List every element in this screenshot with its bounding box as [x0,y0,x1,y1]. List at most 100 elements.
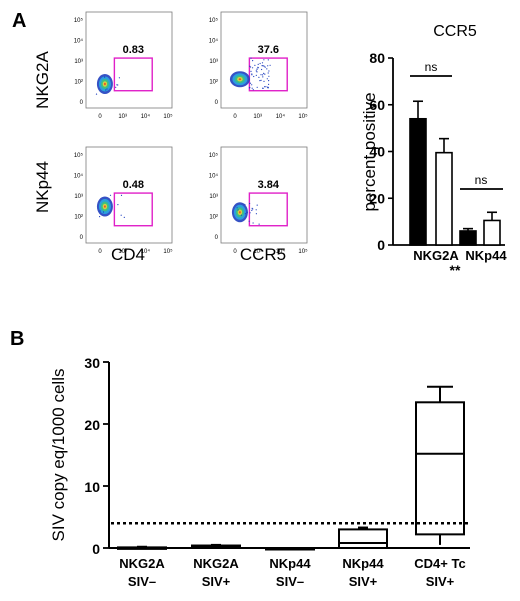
flow-event-dot [250,66,252,68]
flow-event-dot [236,207,238,209]
flow-event-dot [262,76,264,78]
box-chart-ylabel: SIV copy eq/1000 cells [49,369,68,542]
flow-event-dot [244,204,246,206]
flow-plot-frame [85,146,173,244]
flow-x-tick-label: 10⁴ [141,113,151,120]
flow-event-dot [260,79,262,81]
flow-y-tick-label: 10⁴ [209,38,219,45]
flow-x-tick-label: 0 [233,114,237,120]
flow-event-dot [268,83,270,85]
flow-y-tick-label: 10³ [74,59,83,65]
flow-event-dot [266,68,268,70]
box-category-label-line2: SIV+ [349,574,378,589]
flow-event-dot [263,65,265,67]
flow-plot-frame [220,146,308,244]
flow-event-dot [109,194,112,196]
flow-event-dot [267,72,269,74]
flow-y-tick-label: 10⁵ [209,152,219,159]
bar-chart-ylabel: percent positive [360,92,379,211]
flow-y-tick-label: 0 [80,235,84,241]
flow-event-dot [255,74,257,76]
flow-x-tick-label: 10⁴ [276,248,286,255]
box-category-label-line1: NKp44 [269,556,311,571]
box-category-label-line1: NKG2A [119,556,165,571]
flow-y-tick-label: 10² [74,215,83,221]
flow-event-dot [252,208,254,210]
flow-gate-percentage: 3.84 [258,179,280,191]
box-category-label-line1: CD4+ Tc [414,556,465,571]
flow-event-dot [267,59,269,61]
flow-x-tick-label: 10³ [118,249,127,255]
panel-b-letter: B [10,328,24,350]
bar-chart-title: CCR5 [433,23,477,40]
flow-x-tick-label: 10³ [253,249,262,255]
flow-event-dot [105,89,107,91]
flow-event-dot [256,204,258,206]
flow-y-tick-label: 10³ [209,194,218,200]
flow-event-dot [255,70,257,72]
flow-event-dot [246,211,248,213]
flow-event-dot [248,220,250,222]
bar [483,219,501,246]
flow-event-dot [253,75,255,78]
flow-plot-0-1: 10⁵ 10⁴ 10³ 10² 0 0 10³ 10⁴ 10⁵ 37.6 [209,11,308,120]
flow-event-dot [256,71,258,73]
flow-event-dot [258,76,260,78]
flow-event-dot [266,78,268,80]
flow-gate-percentage: 37.6 [258,44,279,56]
box-y-tick-label: 0 [92,541,100,557]
flow-event-dot [237,209,239,211]
flow-density-layer [238,78,242,81]
box-category-label-line2: SIV+ [202,574,231,589]
flow-event-dot [255,213,257,215]
flow-event-dot [249,86,251,89]
bar-y-tick-label: 20 [369,190,385,206]
flow-event-dot [118,77,120,79]
flow-event-dot [268,70,270,72]
flow-x-tick-label: 0 [233,249,237,255]
flow-event-dot [263,72,265,74]
flow-event-dot [251,84,253,86]
flow-x-tick-label: 10⁵ [298,248,308,255]
flow-event-dot [269,64,271,66]
flow-event-dot [102,211,105,213]
flow-x-tick-label: 0 [98,114,102,120]
flow-event-dot [251,87,253,89]
box-iqr [338,528,388,550]
flow-plot-0-0: 10⁵ 10⁴ 10³ 10² 0 0 10³ 10⁴ 10⁵ 0.83 [74,11,173,120]
flow-event-dot [264,86,266,88]
flow-gate [113,57,153,92]
flow-event-dot [250,57,252,59]
flow-y-tick-label: 10⁵ [74,152,84,159]
flow-col-label-ccr5: CCR5 [240,245,286,264]
flow-event-dot [268,75,270,77]
flow-event-dot [123,216,125,218]
bar [435,151,453,246]
box-y-tick-label: 20 [84,417,100,433]
flow-event-dot [249,82,252,84]
flow-y-tick-label: 10² [209,80,218,86]
flow-event-dot [117,84,119,86]
flow-event-dot [256,68,258,70]
box-group-1: NKG2A SIV+ [191,543,241,589]
box-category-label-line1: NKp44 [342,556,384,571]
flow-gate [248,57,288,92]
flow-y-tick-label: 10⁴ [74,173,84,180]
flow-event-dot [268,80,270,82]
flow-y-tick-label: 10⁵ [74,17,84,24]
flow-event-dot [263,59,265,61]
flow-event-dot [259,80,261,82]
flow-y-tick-label: 0 [215,100,219,106]
flow-density-layer [103,205,106,208]
flow-density-layer [103,82,106,86]
bar-category-label: NKp44 [465,248,507,263]
flow-y-tick-label: 10³ [74,194,83,200]
box-category-label-line2: SIV– [276,574,304,589]
flow-gate [113,192,153,227]
flow-y-tick-label: 0 [80,100,84,106]
box-category-label-line2: SIV+ [426,574,455,589]
flow-event-dot [267,65,269,67]
flow-event-dot [95,93,98,95]
